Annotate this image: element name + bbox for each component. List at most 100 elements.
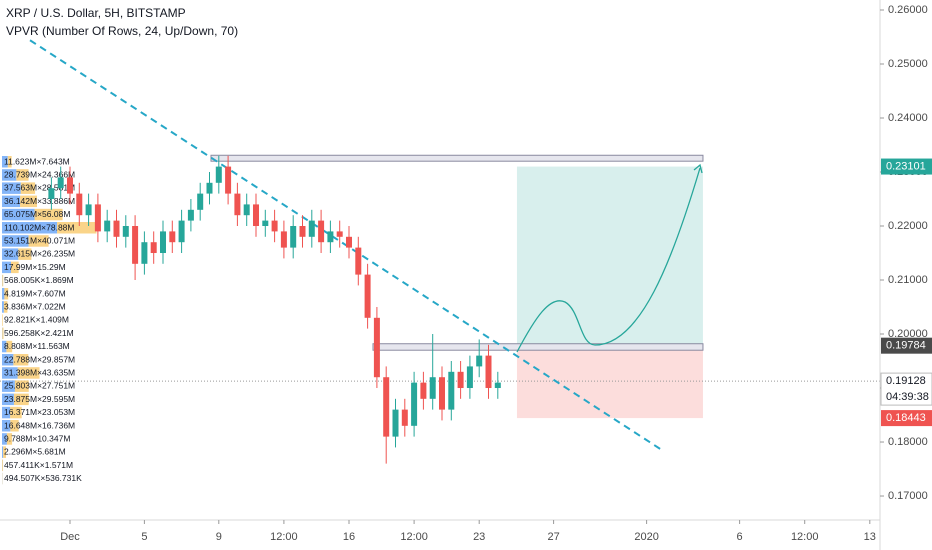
vpvr-up-bar	[2, 208, 35, 221]
candle-body	[66, 177, 73, 194]
vpvr-up-bar	[2, 393, 14, 406]
candle-body	[373, 317, 380, 378]
candle-body	[76, 193, 83, 216]
candle-body	[411, 382, 418, 426]
x-tick-label: Dec	[60, 531, 80, 543]
x-tick-label: 12:00	[270, 531, 298, 543]
x-tick-label: 13	[864, 531, 876, 543]
x-tick-label: 23	[473, 531, 485, 543]
x-tick-label: 5	[141, 531, 147, 543]
vpvr-down-bar	[28, 235, 49, 247]
vpvr-label: 9.788M×10.347M	[4, 433, 70, 443]
candle-body	[392, 409, 399, 437]
vpvr-label: 16.648M×16.736M	[4, 420, 75, 430]
candle-body	[57, 177, 64, 189]
vpvr-label: 596.258K×2.421M	[4, 328, 74, 338]
current-price-label: 0.19128	[886, 375, 926, 387]
vpvr-down-bar	[2, 274, 4, 287]
vpvr-label: 36.142M×33.886M	[4, 196, 75, 206]
x-tick-label: 16	[343, 531, 355, 543]
y-tick-label: 0.17000	[888, 490, 928, 502]
candle-body	[494, 382, 501, 389]
vpvr-down-bar	[13, 354, 29, 366]
candle-body	[290, 226, 297, 248]
vpvr-up-bar	[2, 235, 29, 247]
vpvr-label: 3.836M×7.022M	[4, 301, 66, 311]
candle-body	[159, 231, 166, 254]
x-tick-label: 12:00	[400, 531, 428, 543]
candle-body	[485, 355, 492, 389]
candle-body	[336, 231, 343, 237]
x-tick-label: 12:00	[791, 531, 819, 543]
vpvr-up-bar	[2, 288, 5, 300]
candle-body	[243, 204, 250, 216]
vpvr-up-bar	[2, 433, 7, 445]
y-tick-label: 0.22000	[888, 220, 928, 232]
vpvr-label: 568.005K×1.869M	[4, 275, 74, 285]
vpvr-up-bar	[2, 301, 4, 313]
candle-body	[318, 220, 325, 243]
vpvr-label: 65.075M×56.08M	[4, 209, 70, 219]
vpvr-label: 17.99M×15.29M	[4, 262, 66, 272]
y-tick-label: 0.21000	[888, 274, 928, 286]
candle-body	[132, 226, 139, 264]
indicator-title: VPVR (Number Of Rows, 24, Up/Down, 70)	[6, 24, 238, 38]
candle-body	[178, 220, 185, 243]
candle-body	[457, 371, 464, 389]
vpvr-label: 25.803M×27.751M	[4, 381, 75, 391]
vpvr-label: 28.739M×24.366M	[4, 169, 75, 179]
candle-body	[252, 204, 259, 227]
candle-body	[141, 242, 148, 264]
vpvr-label: 37.563M×28.581M	[4, 183, 75, 193]
vpvr-label: 92.821K×1.409M	[4, 315, 69, 325]
price-tag-label: 0.19784	[886, 340, 926, 352]
candle-body	[206, 182, 213, 194]
candle-body	[122, 226, 129, 237]
vpvr-up-bar	[2, 169, 17, 181]
vpvr-up-bar	[2, 182, 21, 194]
vpvr-up-bar	[2, 248, 19, 260]
countdown-label: 04:39:38	[886, 391, 929, 403]
loss-zone	[516, 345, 703, 419]
vpvr-label: 22.788M×29.857M	[4, 354, 75, 364]
vpvr-up-bar	[2, 340, 7, 353]
candle-body	[327, 231, 334, 243]
candle-body	[262, 220, 269, 227]
vpvr-label: 31.398M×43.635M	[4, 367, 75, 377]
candle-body	[234, 193, 241, 216]
candle-body	[299, 226, 306, 237]
candle-body	[215, 166, 222, 183]
candle-body	[280, 231, 287, 248]
vpvr-label: 53.151M×40.071M	[4, 235, 75, 245]
y-tick-label: 0.24000	[888, 112, 928, 124]
price-tag	[881, 410, 932, 427]
vpvr-down-bar	[2, 459, 4, 472]
candle-body	[383, 377, 390, 437]
vpvr-down-bar	[2, 314, 3, 326]
vpvr-up-bar	[2, 261, 11, 274]
y-tick-label: 0.26000	[888, 4, 928, 16]
candle-body	[150, 242, 157, 254]
y-tick-label: 0.20000	[888, 328, 928, 340]
vpvr-down-bar	[2, 327, 4, 340]
projection-arrowhead	[693, 163, 703, 174]
vpvr-down-bar	[13, 393, 29, 406]
candle-body	[104, 220, 111, 232]
vpvr-up-bar	[2, 380, 15, 392]
vpvr-up-bar	[2, 367, 18, 379]
vpvr-up-bar	[2, 446, 4, 458]
candle-body	[225, 166, 232, 194]
candle-body	[113, 220, 120, 237]
zone-rect	[210, 154, 704, 162]
candle-body	[48, 188, 55, 200]
vpvr-down-bar	[16, 169, 29, 181]
profit-zone	[516, 166, 703, 346]
price-tag	[881, 337, 932, 354]
vpvr-down-bar	[57, 222, 97, 234]
candle-body	[355, 247, 362, 275]
vpvr-label: 8.808M×11.563M	[4, 341, 70, 351]
vpvr-label: 457.411K×1.571M	[4, 460, 73, 470]
price-tag	[881, 158, 932, 175]
